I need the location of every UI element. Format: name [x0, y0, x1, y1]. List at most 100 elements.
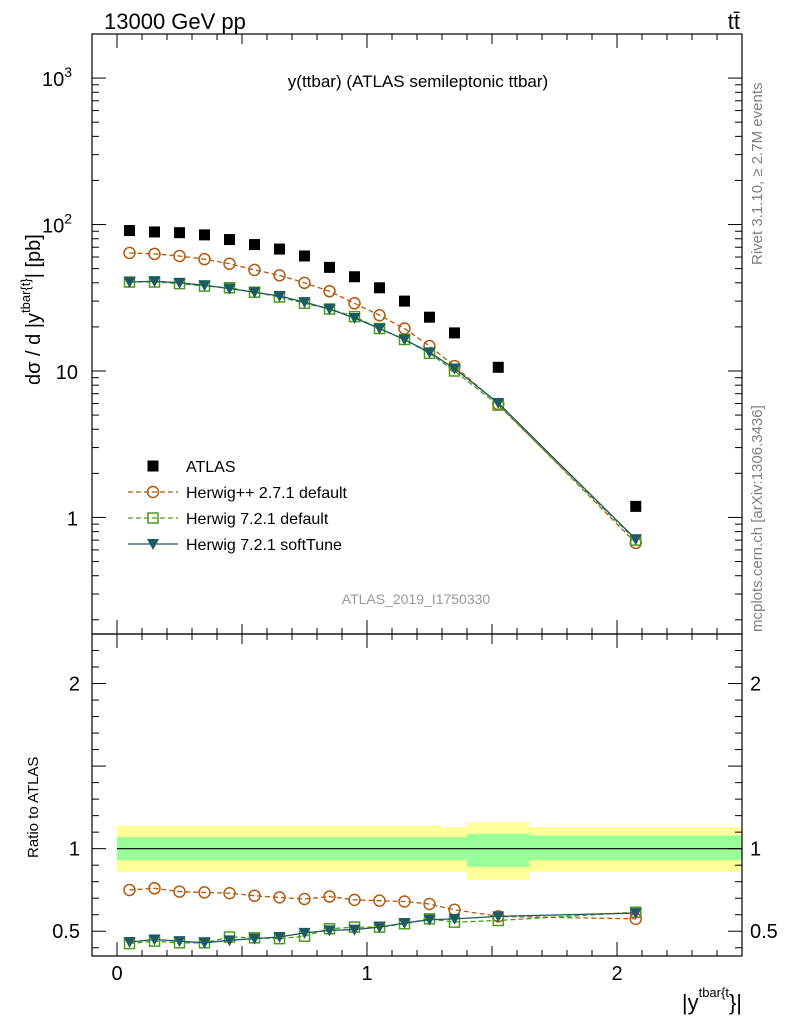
ratio-point-herwig-2-7-1-default-2 — [148, 882, 161, 895]
main-point-atlas-16 — [630, 500, 642, 512]
main-point-atlas-7 — [274, 243, 285, 255]
ylabel-main-text: dσ / d |y — [23, 313, 45, 385]
main-point-atlas-4 — [199, 229, 210, 241]
ratio-point-herwig-2-7-1-default-11 — [373, 894, 386, 907]
ratio-point-herwig-7-2-1-softtune-16 — [629, 908, 642, 920]
main-point-herwig-7-2-1-softtune-16 — [629, 534, 642, 546]
legend: ATLAS Herwig++ 2.7.1 default Herwig 7.2.1 … — [128, 459, 348, 554]
main-ytick-label-1: 1 — [67, 508, 78, 530]
ratio-ytick-label-right-1: 0.5 — [750, 921, 778, 943]
ratio-ytick-label-left-1: 0.5 — [52, 921, 80, 943]
ratio-frame — [91, 633, 743, 957]
main-point-herwig-2-7-1-default-3 — [173, 249, 186, 263]
ylabel-tail: | [pb] — [23, 234, 45, 278]
main-ytick-label-4: 103 — [42, 64, 72, 91]
main-point-herwig-7-2-1-softtune-9 — [323, 304, 336, 316]
main-point-herwig-7-2-1-softtune-5 — [223, 283, 236, 295]
ratio-xtick-label-3: 2 — [611, 963, 622, 985]
main-point-atlas-10 — [349, 271, 360, 283]
ratio-point-herwig-2-7-1-default-7 — [273, 891, 286, 904]
ratio-point-herwig-7-2-1-softtune-15 — [492, 911, 505, 923]
ratio-point-herwig-7-2-1-softtune-10 — [348, 924, 361, 936]
main-point-herwig-2-7-1-default-10 — [348, 297, 361, 310]
main-point-herwig-2-7-1-default-9 — [323, 285, 336, 298]
ratio-point-herwig-2-7-1-default-10 — [348, 893, 361, 907]
xlabel-main-text: |y — [682, 990, 699, 1015]
ratio-xtick-label-2: 1 — [361, 963, 372, 985]
main-point-herwig-7-2-1-softtune-8 — [298, 297, 311, 309]
main-point-atlas-2 — [149, 226, 160, 238]
ratio-y-axis-label: Ratio to ATLAS — [25, 757, 42, 858]
legend-marker-herwig-2-7-1-default — [146, 485, 160, 499]
ratio-point-herwig-2-7-1-default-6 — [248, 889, 261, 902]
main-point-herwig-2-7-1-default-8 — [298, 276, 311, 290]
ratio-point-herwig-2-7-1-default-12 — [398, 895, 411, 908]
legend-label-herwig-2-7-1-default: Herwig++ 2.7.1 default — [186, 485, 348, 502]
ratio-ytick-label-left-2: 1 — [69, 839, 80, 861]
ratio-point-herwig-7-2-1-softtune-5 — [223, 935, 236, 947]
legend-label-atlas: ATLAS — [186, 459, 236, 476]
main-point-atlas-14 — [449, 327, 460, 339]
main-point-herwig-7-2-1-softtune-15 — [492, 397, 505, 409]
ratio-inner-band-4 — [529, 835, 742, 861]
ratio-inner-band-3 — [467, 833, 530, 867]
main-point-atlas-15 — [492, 361, 504, 373]
ratio-line-herwig-2-7-1-default — [129, 887, 636, 920]
legend-marker-herwig-7-2-1-softtune — [147, 539, 159, 550]
header-energy-label: 13000 GeV pp — [104, 9, 246, 34]
svg-text:dσ / d |ytbar{t}| [pb]: dσ / d |ytbar{t}| [pb] — [18, 234, 45, 385]
main-point-herwig-7-2-1-softtune-11 — [373, 323, 386, 335]
main-point-atlas-3 — [174, 227, 185, 239]
main-point-herwig-7-2-1-softtune-2 — [148, 276, 161, 288]
main-point-herwig-7-2-1-softtune-12 — [398, 334, 411, 346]
ratio-point-herwig-7-2-1-softtune-6 — [248, 933, 261, 945]
main-panel: y(ttbar) (ATLAS semileptonic ttbar) ATLA… — [18, 33, 743, 635]
xlabel-tail: }| — [729, 990, 742, 1015]
ratio-point-herwig-2-7-1-default-3 — [173, 885, 186, 898]
main-point-herwig-2-7-1-default-5 — [223, 257, 236, 270]
ratio-ytick-label-right-3: 2 — [750, 674, 761, 696]
x-axis-label: |ytbar{t}| — [682, 985, 742, 1015]
main-point-atlas-12 — [399, 295, 410, 307]
ratio-point-herwig-7-2-1-softtune-4 — [198, 937, 211, 949]
mcplots-reference-label: mcplots.cern.ch [arXiv:1306.3436] — [749, 405, 766, 632]
main-plot-title: y(ttbar) (ATLAS semileptonic ttbar) — [288, 72, 548, 91]
legend-marker-herwig-7-2-1-default — [147, 512, 159, 524]
ratio-point-herwig-7-2-1-softtune-3 — [173, 936, 186, 948]
main-point-atlas-11 — [374, 282, 385, 294]
rivet-version-label: Rivet 3.1.10, ≥ 2.7M events — [749, 83, 766, 266]
main-point-herwig-7-2-1-softtune-13 — [423, 347, 436, 359]
main-point-herwig-7-2-1-softtune-6 — [248, 287, 261, 299]
main-point-herwig-2-7-1-default-1 — [123, 246, 136, 260]
main-point-atlas-8 — [299, 250, 310, 262]
ratio-line-herwig-7-2-1-default — [129, 911, 636, 945]
ratio-point-herwig-7-2-1-softtune-8 — [298, 927, 311, 939]
main-point-herwig-7-2-1-softtune-4 — [198, 280, 211, 292]
ratio-point-herwig-7-2-1-softtune-11 — [373, 922, 386, 934]
main-point-herwig-7-2-1-softtune-3 — [173, 277, 186, 289]
ratio-point-herwig-2-7-1-default-4 — [198, 886, 211, 899]
analysis-watermark: ATLAS_2019_I1750330 — [342, 591, 491, 607]
main-point-herwig-7-2-1-softtune-7 — [273, 291, 286, 303]
ratio-xtick-label-1: 0 — [111, 963, 122, 985]
ratio-ytick-label-left-3: 2 — [69, 674, 80, 696]
ratio-point-herwig-7-2-1-softtune-2 — [148, 934, 161, 946]
header-process-label: tt̄ — [728, 9, 740, 34]
legend-label-herwig-7-2-1-softtune: Herwig 7.2.1 softTune — [186, 537, 342, 554]
main-point-herwig-2-7-1-default-11 — [373, 309, 386, 322]
ratio-point-herwig-2-7-1-default-8 — [298, 892, 311, 906]
ratio-point-herwig-2-7-1-default-5 — [223, 887, 236, 900]
main-point-atlas-5 — [224, 234, 235, 246]
ratio-point-herwig-7-2-1-softtune-7 — [273, 932, 286, 944]
legend-marker-atlas — [147, 460, 159, 472]
main-point-atlas-13 — [424, 311, 435, 323]
legend-label-herwig-7-2-1-default: Herwig 7.2.1 default — [186, 511, 329, 528]
main-point-herwig-2-7-1-default-4 — [198, 252, 211, 266]
ratio-panel: 0.5 0.5 1 1 2 2 0 1 2 Ratio to ATLAS |ytbar{t}| — [25, 633, 778, 1015]
ratio-point-herwig-7-2-1-softtune-9 — [323, 925, 336, 937]
main-point-herwig-2-7-1-default-6 — [248, 263, 261, 277]
main-line-herwig-7-2-1-softtune — [129, 280, 637, 540]
main-ytick-label-3: 102 — [42, 211, 72, 238]
main-point-herwig-7-2-1-softtune-14 — [448, 363, 461, 375]
